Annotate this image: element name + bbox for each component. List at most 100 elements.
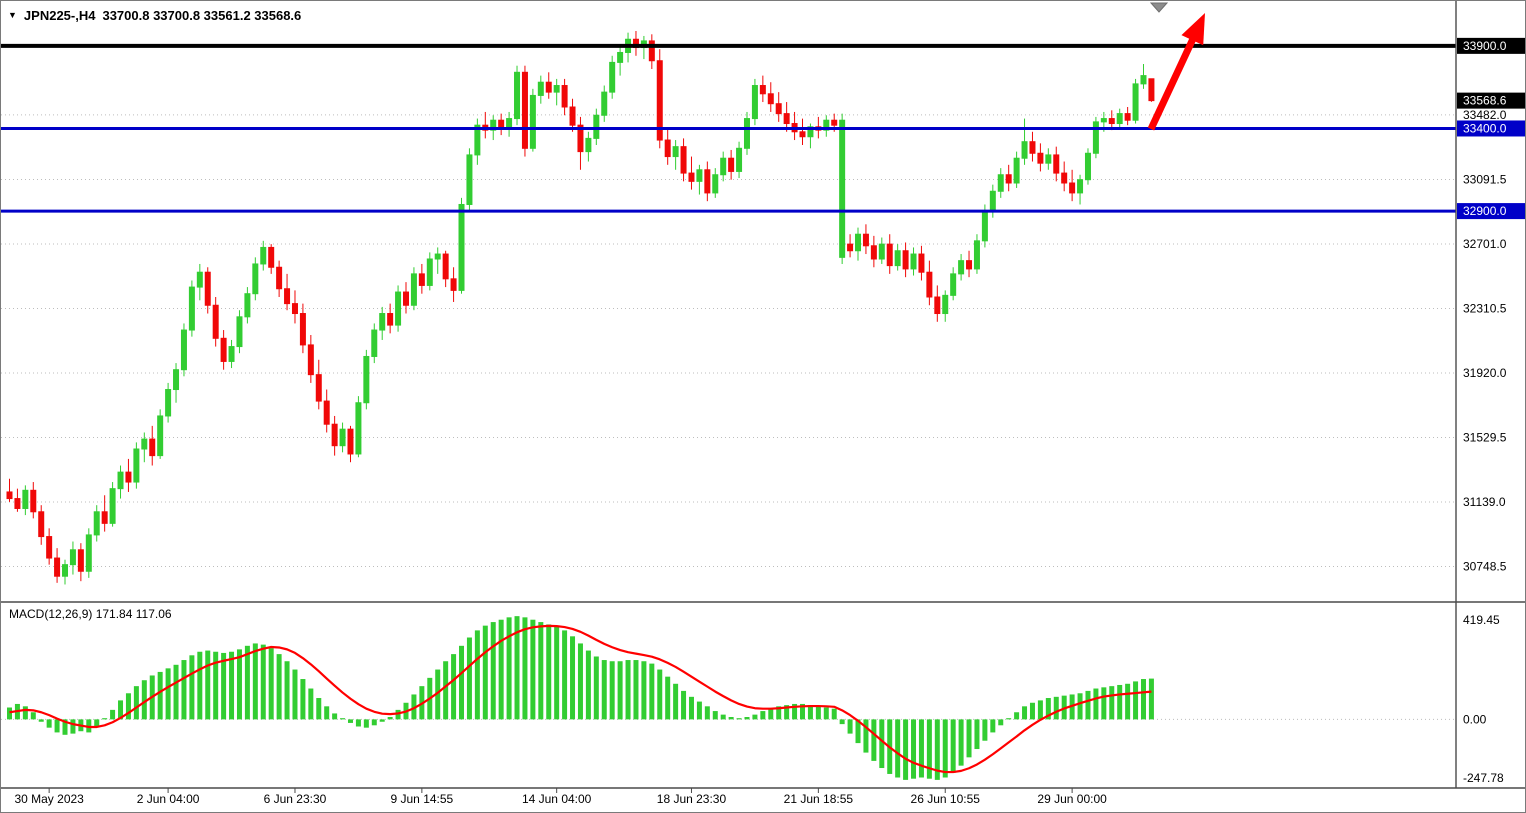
price-line-badge-text: 33900.0 [1463, 39, 1507, 53]
candle [751, 85, 758, 120]
macd-bar [1037, 700, 1043, 720]
candle [173, 369, 180, 391]
candle [672, 146, 679, 158]
candle [276, 266, 283, 290]
macd-bar [260, 644, 266, 720]
candle [62, 564, 69, 577]
macd-bar [300, 679, 306, 720]
candles-group [6, 31, 1155, 585]
macd-bar [459, 645, 465, 720]
macd-bar [704, 706, 710, 720]
macd-bar [197, 651, 203, 720]
macd-bar [371, 719, 377, 726]
candle [561, 85, 568, 108]
candle [14, 498, 21, 509]
candle [1108, 118, 1115, 125]
candle [617, 51, 624, 63]
candle [85, 534, 92, 572]
macd-bar [340, 718, 346, 720]
price-tick-label: 30748.5 [1463, 560, 1507, 574]
macd-bar [744, 717, 750, 720]
symbol-dropdown-icon[interactable]: ▼ [8, 9, 17, 20]
price-tick-label: 33091.5 [1463, 172, 1507, 186]
macd-bar [879, 719, 885, 769]
macd-bar [205, 650, 211, 720]
candle [157, 415, 164, 457]
candle [434, 253, 441, 260]
macd-bar [792, 703, 798, 720]
macd-bar [768, 708, 774, 720]
time-label: 14 Jun 04:00 [522, 792, 592, 806]
symbol-ohlc-values: 33700.8 33700.8 33561.2 33568.6 [102, 8, 302, 23]
candle [704, 169, 711, 194]
candle [521, 71, 528, 149]
candle [799, 131, 806, 138]
candle [371, 329, 378, 357]
macd-bar [38, 719, 44, 722]
macd-bar [268, 648, 274, 720]
candle [593, 114, 600, 139]
macd-bar [1148, 678, 1154, 720]
candle [490, 119, 497, 131]
macd-bar [379, 719, 385, 722]
candle [894, 250, 901, 267]
candle [648, 40, 655, 62]
candle [1029, 141, 1036, 154]
candle [1100, 118, 1107, 123]
macd-bar [54, 719, 60, 733]
candle [291, 303, 298, 315]
candle [315, 374, 322, 402]
time-axis[interactable]: 30 May 2023 2 Jun 04:00 6 Jun 23:30 9 Jun 1… [14, 788, 1107, 806]
candle [38, 511, 45, 538]
macd-bar [221, 652, 227, 720]
macd-bar [728, 717, 734, 720]
candle [458, 203, 465, 291]
candle [529, 94, 536, 149]
candle [93, 511, 100, 536]
candle [545, 81, 552, 93]
candle [244, 293, 251, 318]
trend-arrow-shaft[interactable] [1147, 33, 1199, 131]
candle [514, 71, 521, 120]
candle [212, 304, 219, 339]
candle [989, 190, 996, 212]
time-label: 2 Jun 04:00 [137, 792, 200, 806]
macd-bar [688, 696, 694, 720]
candle [862, 233, 869, 247]
scroll-to-end-marker-icon[interactable] [1149, 2, 1169, 13]
macd-bar [918, 719, 924, 778]
time-label: 26 Jun 10:55 [911, 792, 981, 806]
macd-bar [958, 719, 964, 766]
candle [1061, 172, 1068, 184]
candle [442, 253, 449, 280]
macd-bar [157, 671, 163, 720]
candle [656, 60, 663, 141]
candle [1077, 179, 1084, 194]
candle [418, 273, 425, 286]
price-tick-label: 32701.0 [1463, 237, 1507, 251]
macd-bar [482, 625, 488, 720]
candle [474, 124, 481, 156]
macd-bar [950, 719, 956, 773]
trend-arrow-head[interactable] [1181, 13, 1205, 46]
macd-bar [736, 718, 742, 720]
macd-tick-label: 419.45 [1463, 613, 1500, 627]
candle [204, 271, 211, 306]
macd-bar [173, 664, 179, 720]
macd-bar [649, 663, 655, 720]
macd-bar [181, 660, 187, 720]
candle [410, 273, 417, 306]
candle [839, 119, 846, 258]
macd-bar [1085, 690, 1091, 720]
candle [831, 119, 838, 126]
macd-bar [474, 630, 480, 720]
candle [117, 471, 124, 490]
candle [450, 278, 457, 291]
price-line-badge-text: 32900.0 [1463, 204, 1507, 218]
candle [870, 245, 877, 260]
macd-bar [244, 645, 250, 720]
candle [807, 126, 814, 138]
macd-bar [30, 712, 36, 720]
